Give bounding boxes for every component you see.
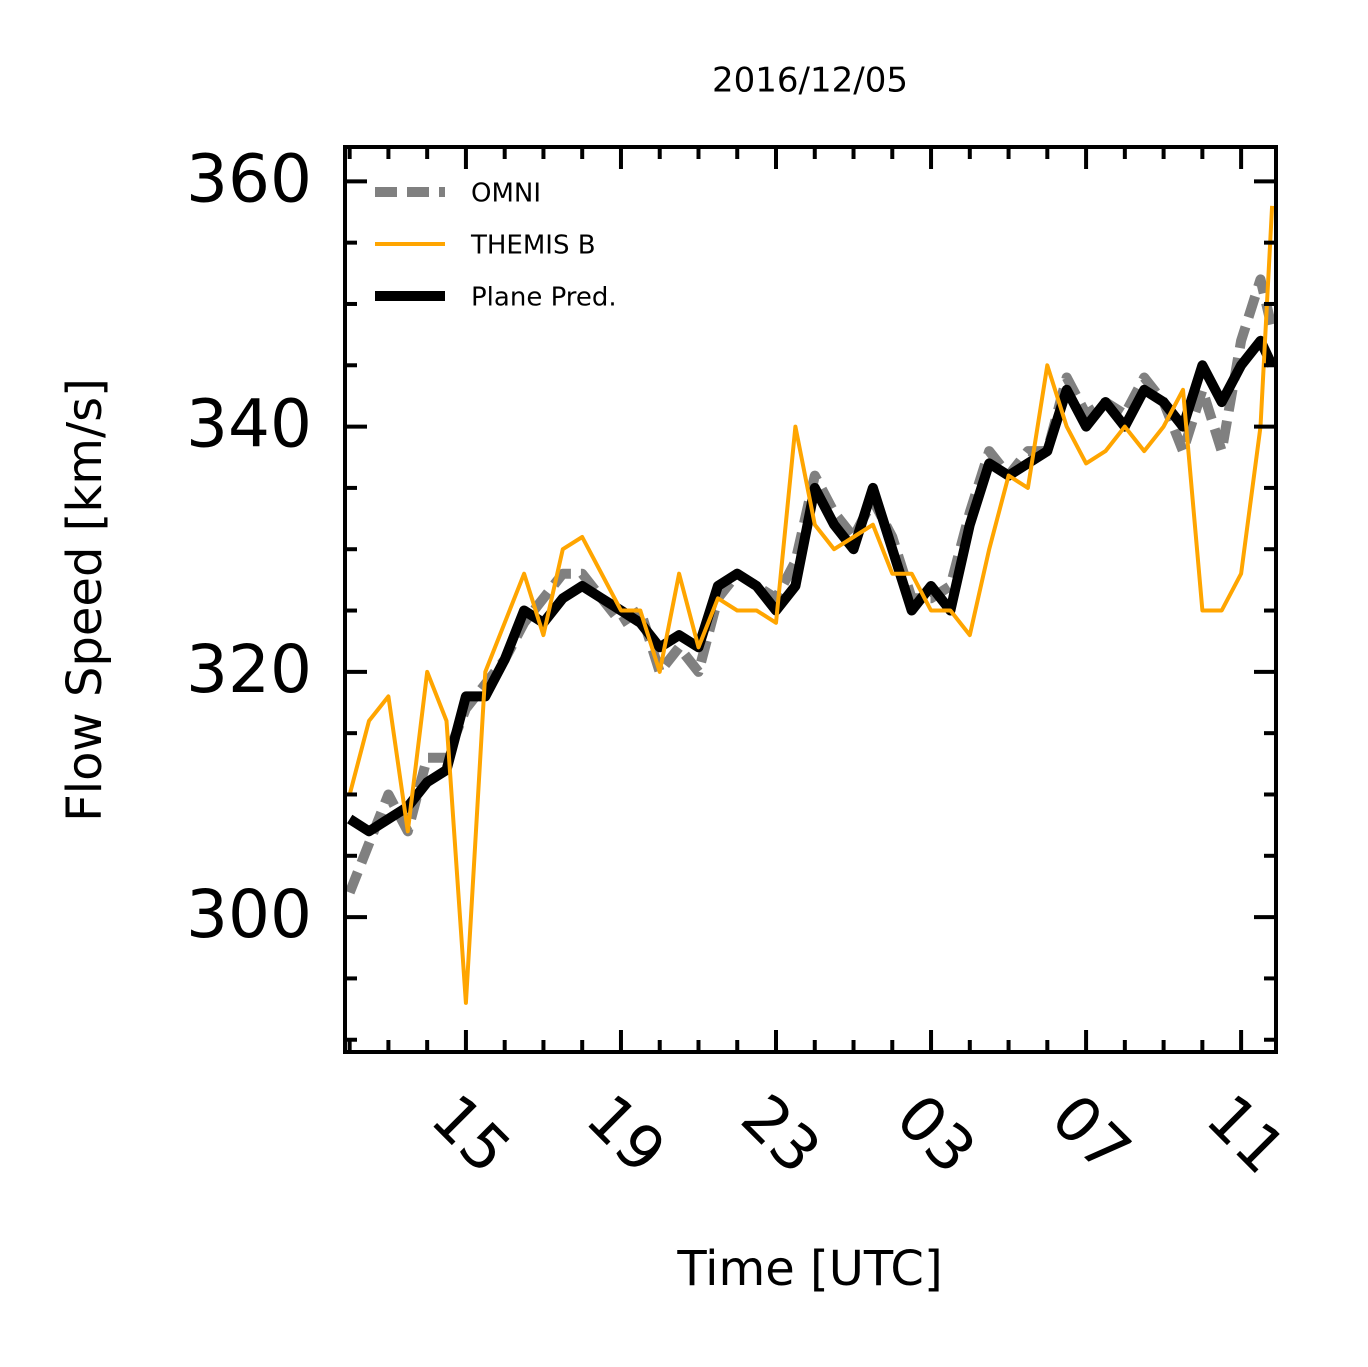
x-tick-label: 23 (727, 1080, 834, 1187)
legend-label: Plane Pred. (471, 283, 617, 313)
y-tick-label: 320 (186, 631, 312, 708)
y-tick-label: 340 (186, 386, 312, 463)
plot-frame (343, 145, 1278, 1054)
y-axis-label: Flow Speed [km/s] (57, 378, 113, 822)
x-tick-label: 03 (882, 1080, 989, 1187)
x-axis-label: Time [UTC] (676, 1241, 942, 1297)
y-tick-label: 360 (186, 140, 312, 217)
series-group (345, 205, 1276, 1005)
chart-title: 2016/12/05 (712, 61, 908, 101)
x-tick-label: 15 (417, 1080, 524, 1187)
series-line (347, 335, 1276, 837)
series-line (347, 205, 1275, 1005)
x-tick-label: 11 (1193, 1080, 1300, 1187)
legend-label: THEMIS B (470, 231, 596, 261)
y-tick-label: 300 (186, 876, 312, 953)
series-line (345, 274, 1276, 895)
x-tick-label: 19 (572, 1080, 679, 1187)
legend-label: OMNI (471, 179, 541, 209)
x-tick-label: 07 (1037, 1080, 1144, 1187)
